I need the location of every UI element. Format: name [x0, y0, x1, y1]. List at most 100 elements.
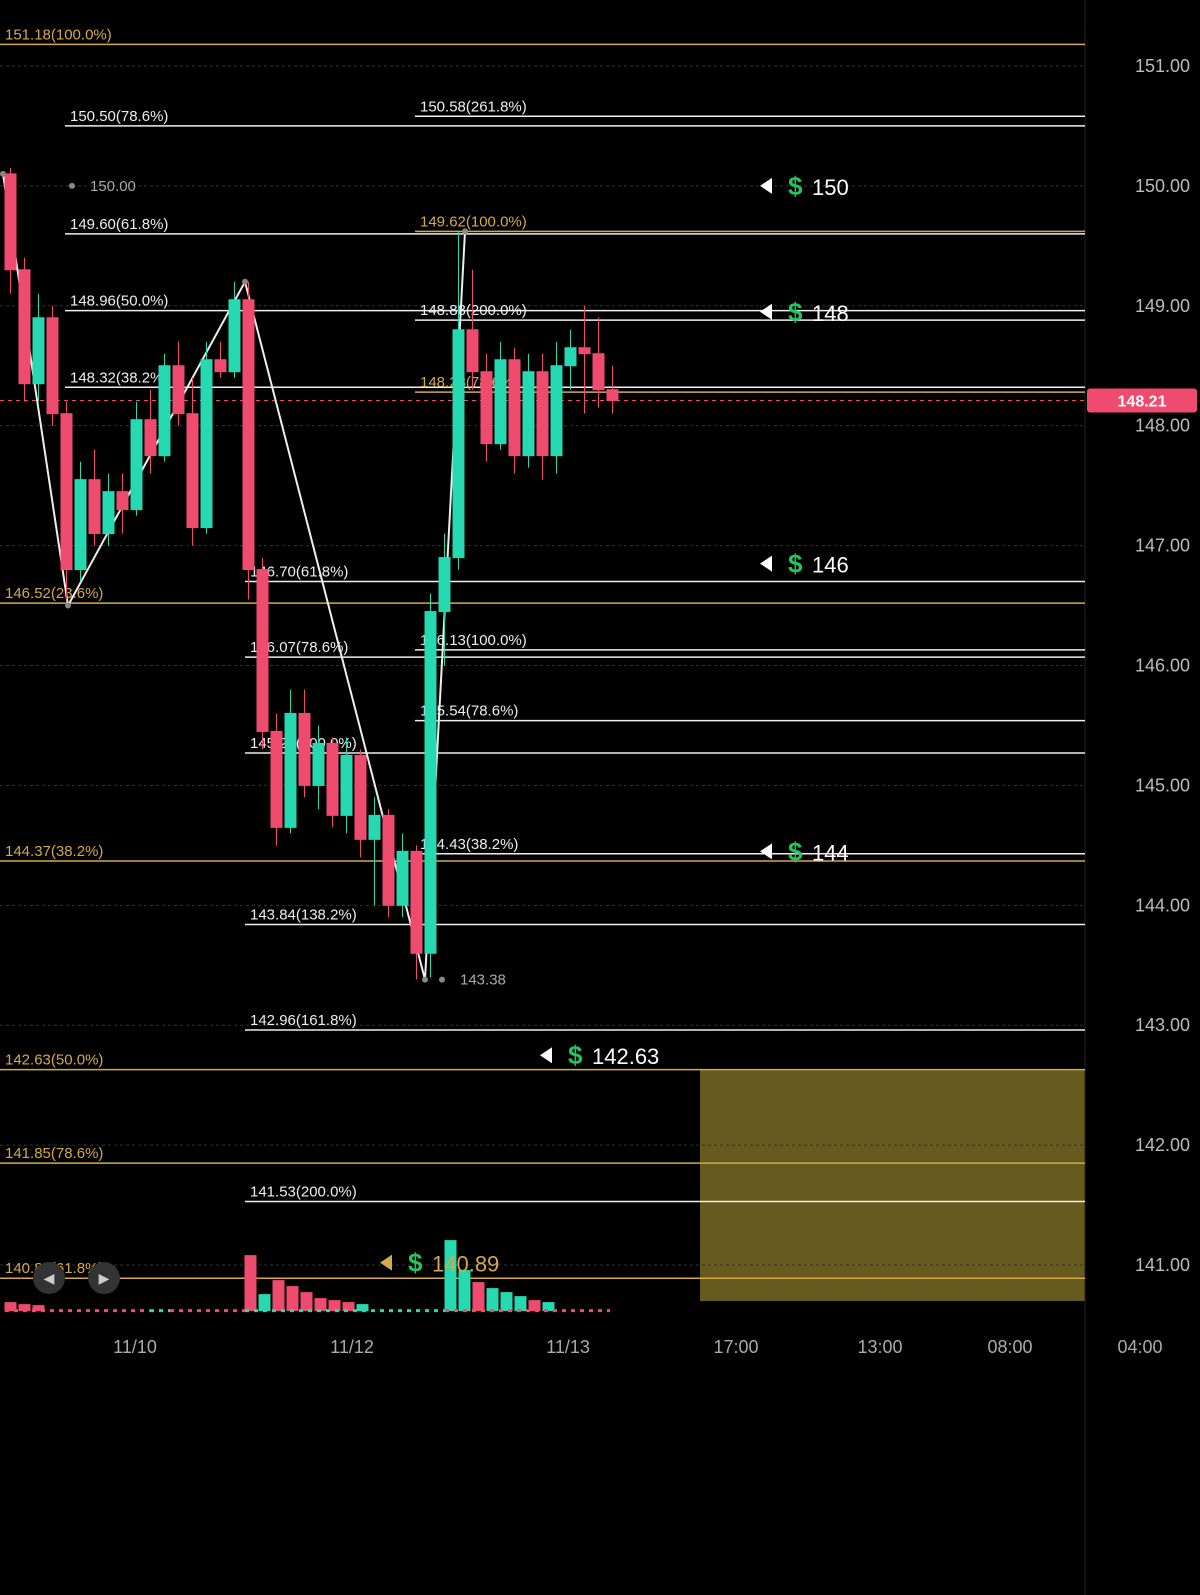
- candle: [285, 713, 296, 827]
- candle: [229, 300, 240, 372]
- fib-label: 148.32(38.2%): [70, 369, 168, 386]
- x-axis-label: 13:00: [857, 1337, 902, 1357]
- y-axis-label: 148.00: [1135, 416, 1190, 436]
- candle: [313, 743, 324, 785]
- candle: [187, 414, 198, 528]
- price-marker-value: 142.63: [592, 1044, 659, 1069]
- chart-root[interactable]: 141.00 142.00 143.00 144.00 145.00 146.00 147.…: [0, 0, 1200, 1595]
- highlight-zone: [700, 1070, 1085, 1301]
- price-marker-value: 146: [812, 553, 849, 578]
- y-axis-label: 145.00: [1135, 775, 1190, 795]
- zigzag-label: 150.00: [90, 178, 136, 195]
- x-axis-label: 04:00: [1117, 1337, 1162, 1357]
- candle: [383, 815, 394, 905]
- candle: [327, 743, 338, 815]
- candle: [5, 174, 16, 270]
- svg-text:148.21: 148.21: [1118, 393, 1167, 410]
- candle: [495, 360, 506, 444]
- fib-label: 150.50(78.6%): [70, 108, 168, 125]
- fib-label: 149.62(100.0%): [420, 213, 527, 230]
- candle: [19, 270, 30, 384]
- y-axis-label: 149.00: [1135, 296, 1190, 316]
- candle: [453, 330, 464, 558]
- dollar-icon: $: [568, 1040, 583, 1070]
- volume-bar: [245, 1256, 256, 1311]
- fib-label: 148.96(50.0%): [70, 293, 168, 310]
- candle: [481, 372, 492, 444]
- dollar-icon: $: [788, 549, 803, 579]
- nav-next-button[interactable]: ▶: [88, 1262, 120, 1294]
- fib-label: 144.37(38.2%): [5, 843, 103, 860]
- price-marker-value: 150: [812, 175, 849, 200]
- y-axis-label: 146.00: [1135, 655, 1190, 675]
- x-axis-label: 17:00: [713, 1337, 758, 1357]
- y-axis-label: 147.00: [1135, 536, 1190, 556]
- fib-label: 149.60(61.8%): [70, 216, 168, 233]
- candle: [355, 755, 366, 839]
- candle: [593, 354, 604, 390]
- candle: [537, 372, 548, 456]
- dollar-icon: $: [788, 297, 803, 327]
- candle: [565, 348, 576, 366]
- price-marker-triangle: [760, 304, 772, 320]
- candle: [439, 558, 450, 612]
- price-marker-value: 140.89: [432, 1252, 499, 1277]
- price-marker-triangle: [760, 178, 772, 194]
- candle: [369, 815, 380, 839]
- candle: [271, 731, 282, 827]
- candle: [201, 360, 212, 528]
- zigzag-label: 143.38: [460, 972, 506, 989]
- dollar-icon: $: [788, 171, 803, 201]
- volume-bar: [501, 1293, 512, 1311]
- candle: [89, 480, 100, 534]
- price-marker-triangle: [380, 1255, 392, 1271]
- candle: [215, 360, 226, 372]
- candle: [173, 366, 184, 414]
- candle: [47, 318, 58, 414]
- volume-bar: [301, 1293, 312, 1311]
- volume-bar: [487, 1289, 498, 1311]
- dollar-icon: $: [788, 836, 803, 866]
- dollar-icon: $: [408, 1248, 423, 1278]
- fib-label: 151.18(100.0%): [5, 26, 112, 43]
- fib-label: 146.52(23.6%): [5, 585, 103, 602]
- volume-bar: [515, 1297, 526, 1311]
- candle: [509, 360, 520, 456]
- fib-label: 148.88(200.0%): [420, 302, 527, 319]
- candle: [131, 420, 142, 510]
- y-axis-label: 144.00: [1135, 895, 1190, 915]
- price-marker-value: 148: [812, 301, 849, 326]
- fib-label: 143.84(138.2%): [250, 907, 357, 924]
- price-marker-triangle: [760, 843, 772, 859]
- candle: [467, 330, 478, 372]
- candle: [341, 755, 352, 815]
- price-marker-triangle: [540, 1047, 552, 1063]
- volume-bar: [315, 1299, 326, 1311]
- candle: [61, 414, 72, 570]
- candle: [243, 300, 254, 570]
- candle: [33, 318, 44, 384]
- y-axis-label: 143.00: [1135, 1015, 1190, 1035]
- chart-svg[interactable]: 141.00 142.00 143.00 144.00 145.00 146.00 147.…: [0, 0, 1200, 1595]
- x-axis-label: 11/12: [330, 1337, 374, 1357]
- y-axis-label: 141.00: [1135, 1255, 1190, 1275]
- fib-label: 141.85(78.6%): [5, 1145, 103, 1162]
- candle: [145, 420, 156, 456]
- x-axis-label: 11/10: [113, 1337, 157, 1357]
- candle: [607, 390, 618, 401]
- candle: [579, 348, 590, 354]
- x-axis-label: 11/13: [546, 1337, 590, 1357]
- y-axis-label: 142.00: [1135, 1135, 1190, 1155]
- candle: [299, 713, 310, 785]
- volume-bar: [473, 1283, 484, 1311]
- volume-bar: [273, 1281, 284, 1311]
- x-axis-label: 08:00: [987, 1337, 1032, 1357]
- candle: [257, 570, 268, 732]
- nav-prev-button[interactable]: ◀: [33, 1262, 65, 1294]
- fib-label: 142.96(161.8%): [250, 1012, 357, 1029]
- candle: [411, 851, 422, 953]
- fib-label: 142.63(50.0%): [5, 1052, 103, 1069]
- price-marker-value: 144: [812, 840, 849, 865]
- candle: [425, 612, 436, 954]
- candle: [397, 851, 408, 905]
